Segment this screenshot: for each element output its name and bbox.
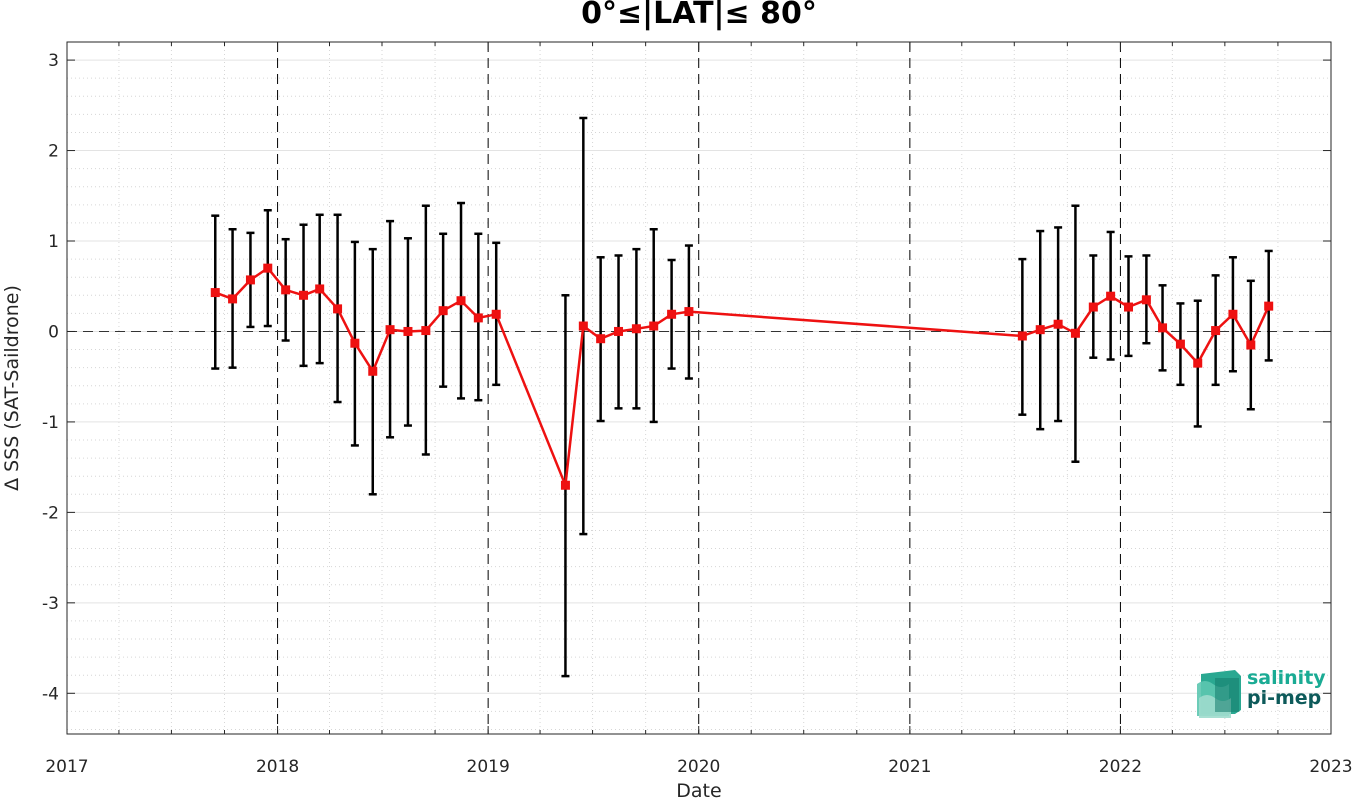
data-point-marker (1158, 323, 1168, 333)
data-point-marker (631, 324, 641, 334)
data-point-marker (1228, 309, 1238, 319)
data-point-marker (1141, 295, 1151, 305)
salinity-pi-mep-logo: salinity pi-mep (1195, 667, 1326, 718)
data-point-marker (1193, 358, 1203, 368)
data-point-marker (438, 306, 448, 316)
data-point-marker (1264, 301, 1274, 311)
data-point-marker (368, 366, 378, 376)
data-point-marker (596, 334, 606, 344)
data-point-marker (491, 309, 501, 319)
y-tick-label: 2 (48, 142, 59, 162)
data-point-marker (385, 325, 395, 335)
logo-text-salinity: salinity (1247, 667, 1326, 689)
x-tick-label: 2023 (1309, 757, 1352, 777)
data-point-marker (1124, 302, 1134, 312)
data-point-marker (299, 290, 309, 300)
data-point-marker (245, 275, 255, 285)
data-point-marker (649, 321, 659, 331)
series-line (214, 266, 1270, 487)
x-tick-label: 2021 (888, 757, 931, 777)
data-point-marker (1017, 331, 1027, 341)
data-point-marker (421, 326, 431, 336)
data-point-marker (1246, 340, 1256, 350)
chart-title: 0°≤|LAT|≤ 80° (581, 0, 817, 31)
data-point-marker (1070, 328, 1080, 338)
data-point-marker (560, 480, 570, 490)
data-point-marker (1035, 325, 1045, 335)
data-point-marker (228, 294, 238, 304)
data-point-marker (281, 285, 291, 295)
data-point-marker (1053, 319, 1063, 329)
y-axis-label: Δ SSS (SAT-Saildrone) (1, 285, 23, 491)
data-point-marker (263, 263, 273, 273)
logo-text-pi-mep: pi-mep (1247, 687, 1322, 709)
y-tick-label: -2 (42, 503, 59, 523)
data-point-marker (210, 288, 220, 298)
x-tick-label: 2022 (1099, 757, 1142, 777)
y-tick-label: 0 (48, 322, 59, 342)
y-tick-label: -1 (42, 413, 59, 433)
data-point-marker (456, 296, 466, 306)
data-point-marker (684, 307, 694, 317)
data-point-marker (614, 326, 624, 336)
x-tick-label: 2020 (677, 757, 720, 777)
data-point-marker (1175, 339, 1185, 349)
data-point-marker (1106, 291, 1116, 301)
y-tick-label: 1 (48, 232, 59, 252)
wave-logo-icon (1197, 670, 1241, 718)
data-point-marker (333, 304, 343, 314)
data-point-marker (578, 321, 588, 331)
x-tick-label: 2019 (467, 757, 510, 777)
data-point-marker (473, 313, 483, 323)
data-point-marker (350, 338, 360, 348)
data-point-marker (1211, 326, 1221, 336)
data-point-marker (315, 284, 325, 294)
x-axis-label: Date (676, 780, 722, 802)
y-tick-label: -3 (42, 594, 59, 614)
y-tick-label: -4 (42, 684, 59, 704)
x-tick-label: 2018 (256, 757, 299, 777)
x-tick-label: 2017 (45, 757, 88, 777)
data-point-marker (1088, 302, 1098, 312)
y-tick-label: 3 (48, 51, 59, 71)
data-point-marker (667, 309, 677, 319)
data-point-marker (403, 326, 413, 336)
